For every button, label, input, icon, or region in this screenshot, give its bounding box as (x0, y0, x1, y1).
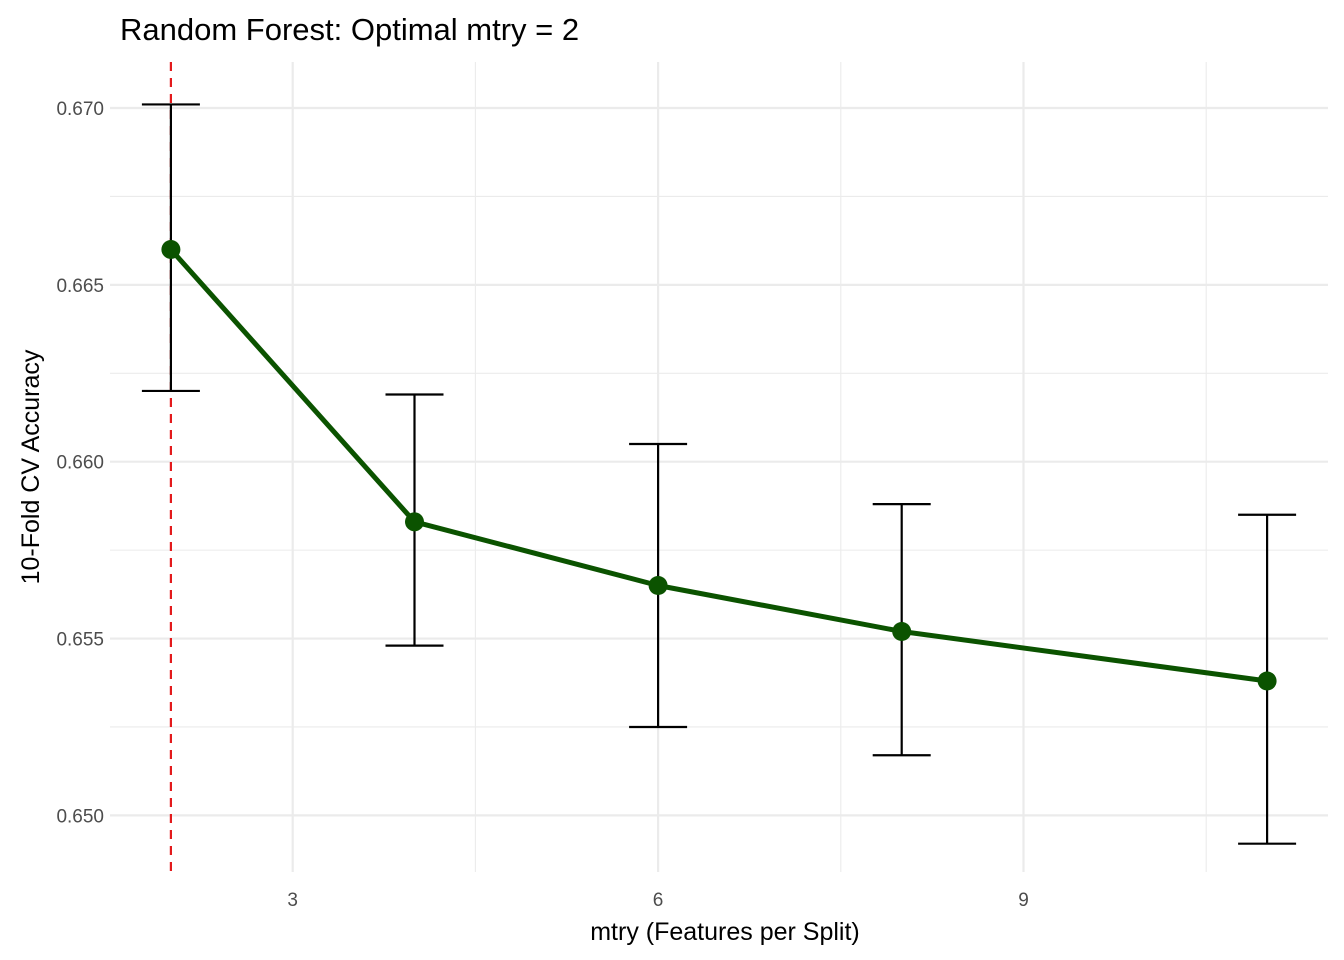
data-point (161, 239, 181, 259)
y-axis-title: 10-Fold CV Accuracy (17, 349, 45, 584)
data-point (1257, 671, 1277, 691)
y-tick-label: 0.650 (56, 806, 104, 827)
chart-title: Random Forest: Optimal mtry = 2 (120, 12, 579, 47)
data-point (405, 512, 424, 532)
y-axis-tick-labels: 0.650 0.655 0.660 0.665 0.670 (56, 99, 104, 827)
data-point (892, 621, 912, 641)
data-point (648, 575, 668, 595)
x-tick-label: 3 (287, 890, 298, 911)
minor-grid (110, 62, 1328, 872)
x-tick-label: 6 (653, 890, 664, 911)
y-tick-label: 0.660 (56, 453, 104, 474)
y-tick-label: 0.665 (56, 276, 104, 297)
x-axis-title: mtry (Features per Split) (590, 918, 860, 946)
series-line-layer (168, 246, 1270, 684)
data-points (161, 239, 1277, 691)
x-tick-label: 9 (1018, 890, 1029, 911)
error-bars (141, 103, 1297, 845)
y-tick-label: 0.670 (56, 99, 104, 120)
y-tick-label: 0.655 (56, 630, 104, 651)
accuracy-series-line (168, 246, 1270, 684)
x-axis-tick-labels: 3 6 9 (287, 890, 1028, 911)
major-grid (110, 62, 1328, 872)
